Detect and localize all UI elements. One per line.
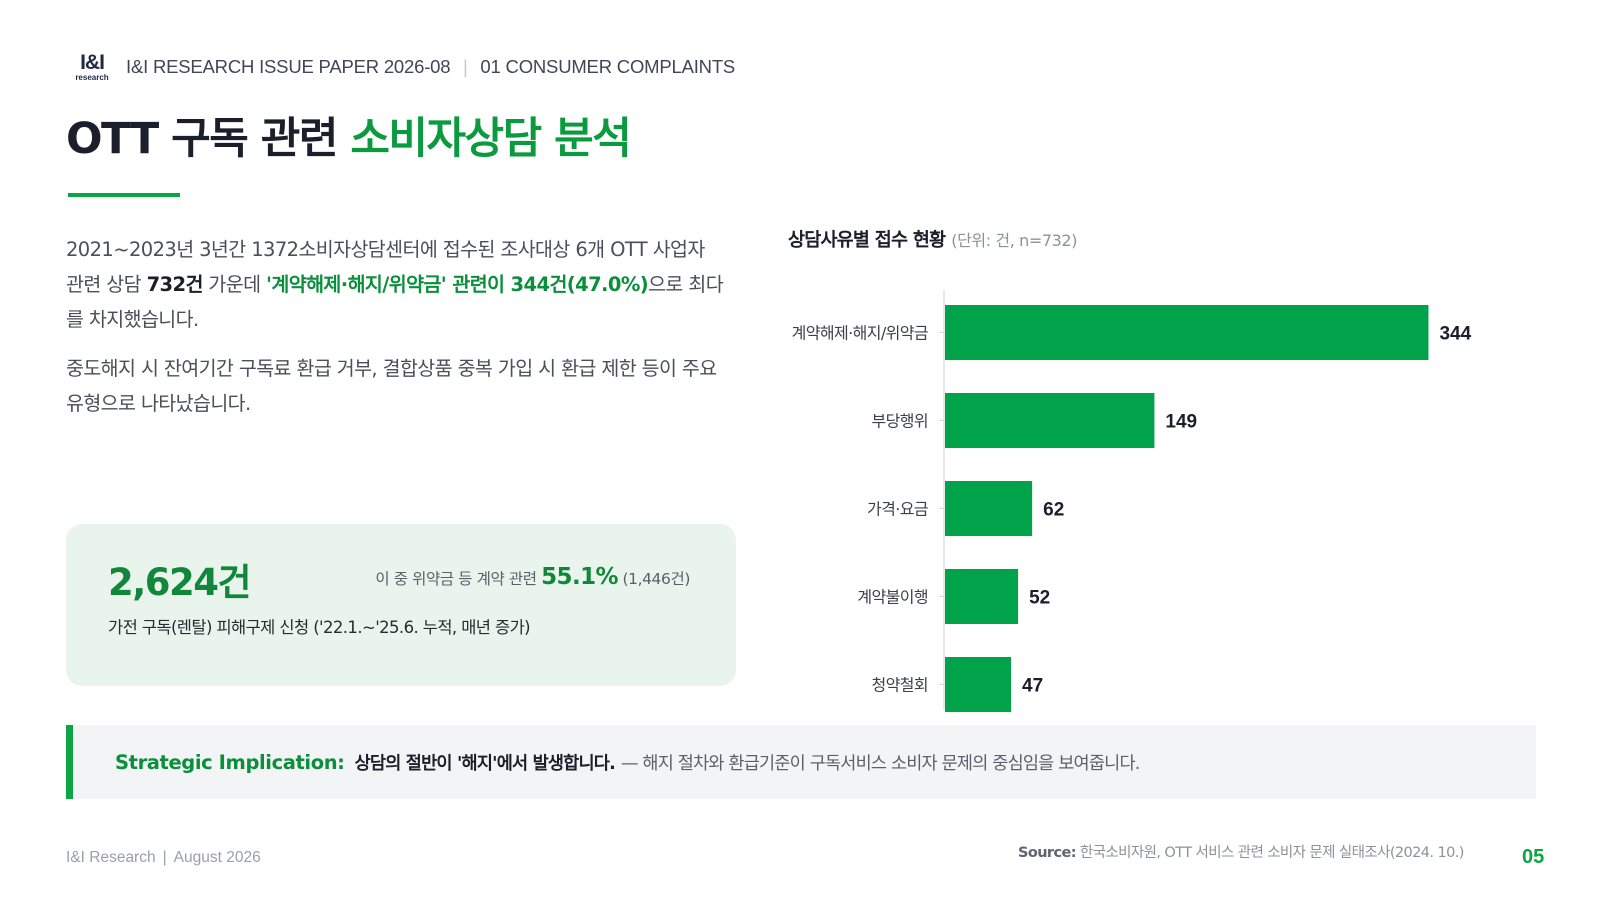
title-highlight: 소비자상담 분석	[350, 114, 631, 164]
footer-separator: |	[162, 849, 167, 866]
stat-aside: 이 중 위약금 등 계약 관련 55.1% (1,446건)	[375, 564, 690, 590]
desc-text: 으로 최다를 차지했습니다.	[66, 273, 724, 331]
implication-label: Strategic Implication:	[115, 750, 345, 774]
bar	[945, 657, 1012, 712]
description-paragraph-2: 중도해지 시 잔여기간 구독료 환급 거부, 결합상품 중복 가입 시 환급 제…	[66, 357, 717, 415]
desc-text: 2021~2023년 3년간 1372소비자상담센터에 접수된 조사대상 6개 …	[66, 238, 705, 296]
page-title: OTT 구독 관련 소비자상담 분석	[66, 104, 632, 166]
stat-card: 2,624건 이 중 위약금 등 계약 관련 55.1% (1,446건) 가전…	[66, 524, 736, 686]
section-label: 01 CONSUMER COMPLAINTS	[480, 56, 736, 77]
bar-chart: 계약해제·해지/위약금 344 부당행위 149 가격·요금 62 계약불이행 52 청약철회 4…	[792, 290, 1472, 712]
category-label: 계약해제·해지/위약금	[792, 324, 928, 343]
source-label: Source:	[1018, 845, 1077, 861]
description-paragraph-1: 2021~2023년 3년간 1372소비자상담센터에 접수된 조사대상 6개 …	[66, 232, 726, 337]
category-label: 부당행위	[872, 412, 928, 431]
category-label: 가격·요금	[867, 500, 928, 519]
desc-text: 가운데	[202, 273, 267, 296]
chart-bars: 계약해제·해지/위약금 344 부당행위 149 가격·요금 62 계약불이행 52 청약철회 4…	[792, 305, 1472, 712]
bar	[945, 393, 1155, 448]
category-label: 계약불이행	[857, 588, 928, 607]
bar	[945, 481, 1033, 536]
footer-date: August 2026	[173, 849, 261, 866]
implication-body: — 해지 절차와 환급기준이 구독서비스 소비자 문제의 중심임을 보여줍니다.	[620, 753, 1140, 774]
title-plain: OTT 구독 관련	[66, 114, 351, 164]
chart-unit: (단위: 건, n=732)	[951, 231, 1078, 250]
source-text: 한국소비자원, OTT 서비스 관련 소비자 문제 실태조사(2024. 10.…	[1075, 845, 1464, 861]
bar-value-label: 52	[1029, 588, 1050, 609]
stat-value: 2,624건	[108, 561, 252, 604]
source-note: Source: 한국소비자원, OTT 서비스 관련 소비자 문제 실태조사(2…	[1018, 841, 1464, 862]
stat-aside-percent: 55.1%	[541, 564, 618, 590]
stat-aside-prefix: 이 중 위약금 등 계약 관련	[375, 570, 542, 588]
header-separator: |	[462, 56, 469, 78]
strategic-implication: Strategic Implication: 상담의 절반이 '해지'에서 발생…	[66, 725, 1536, 799]
bar-value-label: 62	[1043, 500, 1064, 521]
footer-brand-name: I&I Research	[66, 849, 156, 866]
logo-text: I&I	[80, 50, 105, 74]
header: I&I research I&I RESEARCH ISSUE PAPER 20…	[72, 50, 735, 84]
chart-heading: 상담사유별 접수 현황 (단위: 건, n=732)	[788, 226, 1077, 252]
bar-value-label: 149	[1165, 412, 1197, 433]
brand-logo: I&I research	[72, 50, 112, 84]
desc-count: 732건	[146, 273, 204, 296]
issue-paper-label: I&I RESEARCH ISSUE PAPER 2026-08	[126, 56, 451, 77]
page-number: 05	[1522, 846, 1545, 868]
bar-value-label: 47	[1022, 676, 1043, 697]
footer-brand: I&I Research | August 2026	[66, 849, 261, 867]
bar	[945, 569, 1019, 624]
bar	[945, 305, 1429, 360]
bar-value-label: 344	[1439, 324, 1471, 345]
category-label: 청약철회	[872, 676, 928, 695]
implication-headline: 상담의 절반이 '해지'에서 발생합니다.	[354, 753, 616, 774]
title-underline	[68, 193, 180, 197]
logo-sub: research	[75, 72, 109, 82]
desc-highlight: '계약해제·해지/위약금' 관련이 344건(47.0%)	[266, 273, 649, 296]
stat-caption: 가전 구독(렌탈) 피해구제 신청 ('22.1.~'25.6. 누적, 매년 …	[108, 618, 531, 637]
description: 2021~2023년 3년간 1372소비자상담센터에 접수된 조사대상 6개 …	[66, 232, 726, 435]
stat-aside-suffix: (1,446건)	[617, 570, 690, 588]
chart-title: 상담사유별 접수 현황	[788, 230, 946, 251]
